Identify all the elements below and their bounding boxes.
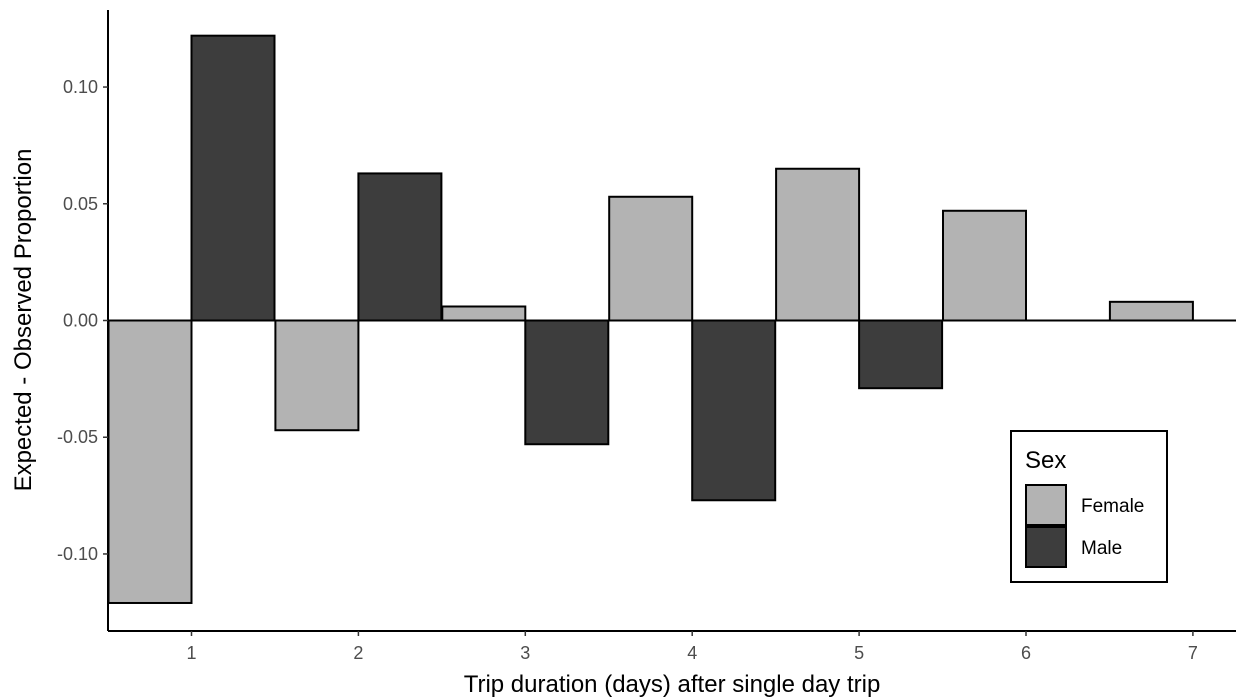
bar-male-2	[357, 172, 443, 322]
bar-male-1	[190, 34, 276, 322]
legend-label-female: Female	[1081, 496, 1144, 517]
legend-swatch-male	[1025, 526, 1067, 568]
x-tick-label: 7	[1188, 643, 1198, 663]
bar-female-3	[441, 305, 527, 322]
bar-male-5	[858, 319, 944, 390]
y-tick-label: 0.00	[63, 311, 98, 331]
bar-male-4	[691, 319, 777, 502]
legend: Sex Female Male	[1010, 430, 1168, 583]
bar-female-5	[775, 167, 861, 322]
y-tick-label: 0.05	[63, 194, 98, 214]
bar-female-6	[942, 209, 1027, 322]
x-tick-label: 3	[520, 643, 530, 663]
x-axis-title: Trip duration (days) after single day tr…	[464, 671, 881, 698]
x-tick-label: 5	[854, 643, 864, 663]
x-axis-ticks: 1 2 3 4 5 6 7	[186, 631, 1198, 663]
bar-female-7	[1108, 300, 1194, 322]
bar-female-2	[274, 319, 360, 432]
bar-male-3	[524, 319, 610, 446]
legend-label-male: Male	[1081, 538, 1122, 559]
legend-swatch-female	[1025, 484, 1067, 526]
x-tick-label: 2	[353, 643, 363, 663]
bars-layer	[107, 34, 1194, 604]
y-tick-label: -0.05	[57, 427, 98, 447]
x-tick-label: 1	[186, 643, 196, 663]
legend-title: Sex	[1025, 447, 1066, 474]
y-axis-ticks: -0.10 -0.05 0.00 0.05 0.10	[57, 77, 108, 564]
x-tick-label: 4	[687, 643, 697, 663]
y-axis-title: Expected - Observed Proportion	[10, 149, 37, 492]
bar-female-4	[608, 195, 694, 322]
legend-items: Female Male	[1025, 484, 1144, 568]
y-tick-label: 0.10	[63, 77, 98, 97]
bar-female-1	[107, 319, 193, 604]
y-tick-label: -0.10	[57, 544, 98, 564]
x-tick-label: 6	[1021, 643, 1031, 663]
